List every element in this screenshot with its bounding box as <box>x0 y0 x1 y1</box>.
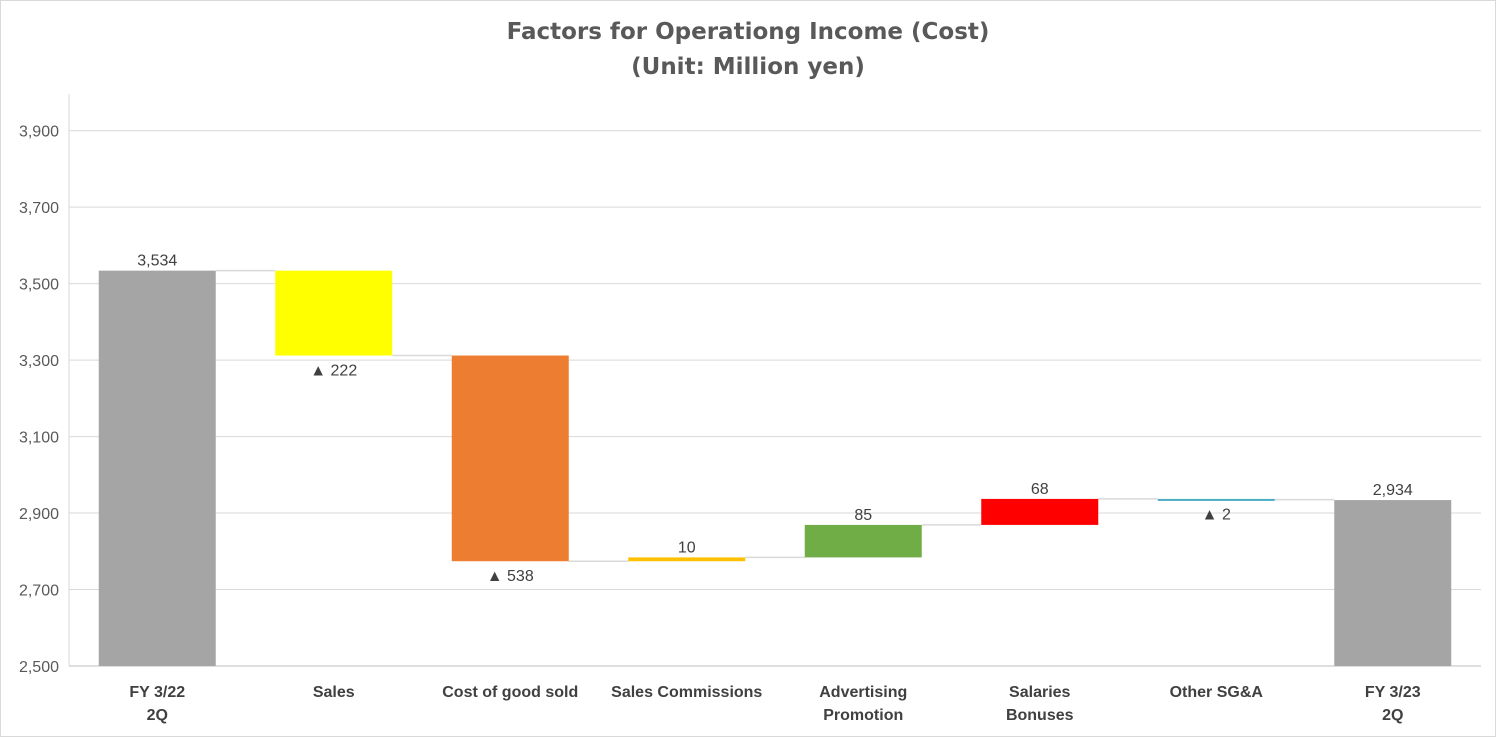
category-label: FY 3/22 <box>129 684 185 701</box>
category-label: Salaries <box>1009 684 1070 701</box>
category-label: FY 3/23 <box>1365 684 1421 701</box>
bars <box>98 270 1452 666</box>
axes <box>68 94 1481 667</box>
category-label: Bonuses <box>1006 707 1074 724</box>
data-label: 3,534 <box>137 253 177 270</box>
data-label: 85 <box>854 507 872 524</box>
bar <box>275 270 393 356</box>
data-labels: 3,534 ▲ 222 ▲ 538 10 85 68 ▲ 2 2,934 <box>137 253 1413 586</box>
chart-title: Factors for Operationg Income (Cost) (Un… <box>1 15 1495 85</box>
bar <box>804 524 922 558</box>
data-label: ▲ 538 <box>487 568 534 585</box>
category-label: 2Q <box>147 707 168 724</box>
chart-title-line-2: (Unit: Million yen) <box>631 54 865 80</box>
bar <box>1157 498 1275 501</box>
bar <box>1334 500 1452 666</box>
data-label: ▲ 2 <box>1202 507 1231 524</box>
category-label: Other SG&A <box>1170 684 1264 701</box>
y-tick-label: 3,100 <box>19 430 59 447</box>
gridlines: 2,500 2,700 2,900 3,100 3,300 3,500 3,700 3,900 <box>19 124 1481 676</box>
data-label: 10 <box>678 539 696 556</box>
y-tick-label: 2,700 <box>19 583 59 600</box>
chart-title-line-1: Factors for Operationg Income (Cost) <box>506 19 990 45</box>
category-labels: FY 3/22 2Q Sales Cost of good sold Sales Com… <box>129 684 1420 724</box>
y-tick-label: 2,900 <box>19 506 59 523</box>
category-label: Promotion <box>823 707 903 724</box>
category-label: Sales Commissions <box>611 684 762 701</box>
category-label: Advertising <box>819 684 907 701</box>
connector-lines <box>215 269 1335 562</box>
bar <box>451 355 569 562</box>
y-tick-label: 3,900 <box>19 124 59 141</box>
data-label: 68 <box>1031 481 1049 498</box>
data-label: ▲ 222 <box>310 363 357 380</box>
data-label: 2,934 <box>1373 482 1413 499</box>
y-tick-label: 3,700 <box>19 200 59 217</box>
bar <box>98 270 216 666</box>
bar <box>628 557 746 562</box>
y-tick-label: 2,500 <box>19 659 59 676</box>
bar <box>981 498 1099 525</box>
y-tick-label: 3,300 <box>19 353 59 370</box>
category-label: 2Q <box>1382 707 1403 724</box>
category-label: Sales <box>313 684 355 701</box>
category-label: Cost of good sold <box>442 684 578 701</box>
y-tick-label: 3,500 <box>19 277 59 294</box>
